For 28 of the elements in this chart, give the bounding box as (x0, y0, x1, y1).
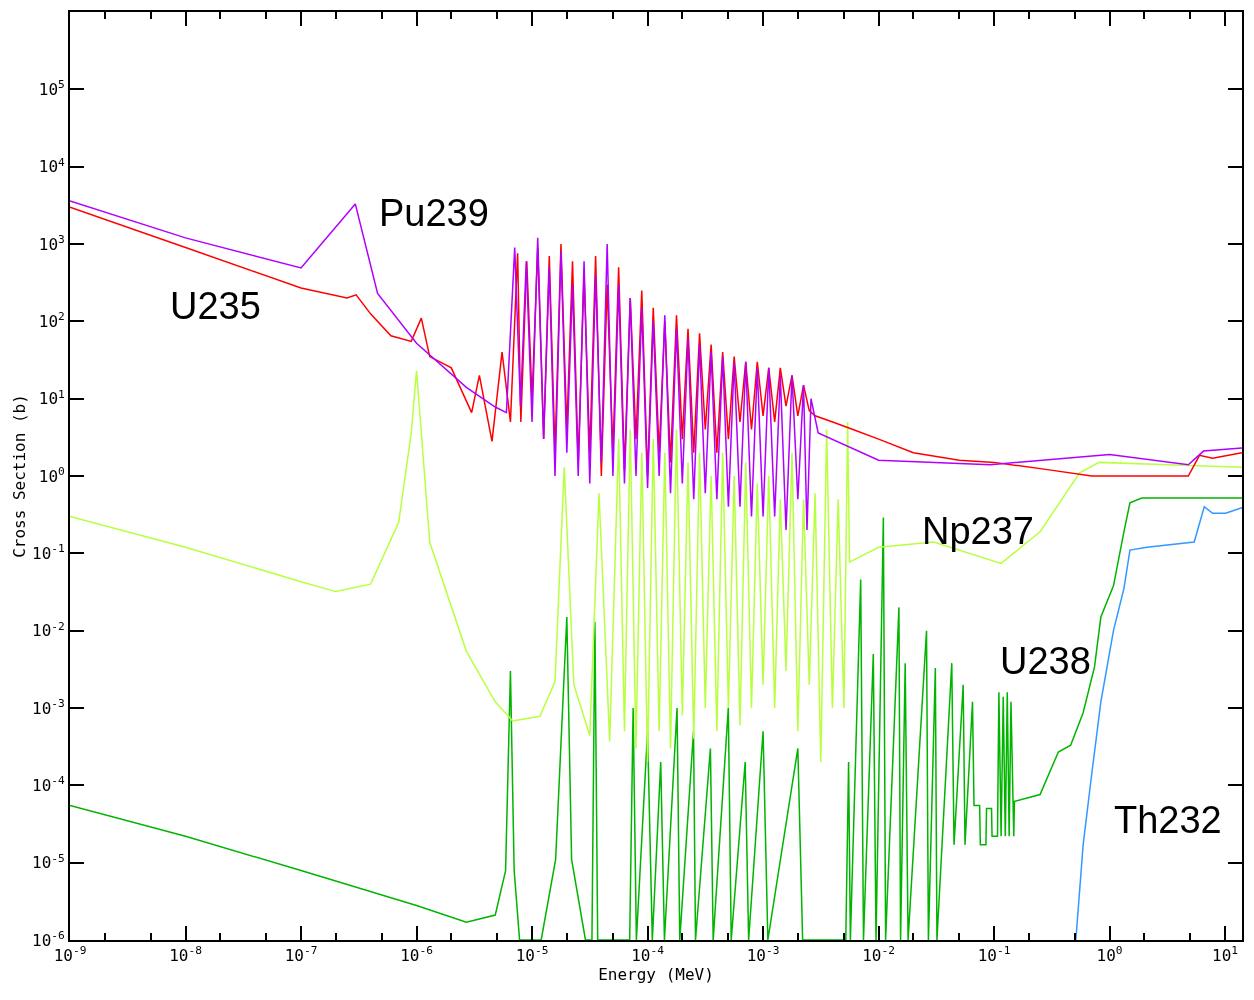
x-tick-label: 10$^{-7}$ (284, 944, 318, 966)
x-tick-label: 10$^{-2}$ (862, 944, 895, 966)
x-tick-label: 10$^{-8}$ (169, 944, 203, 966)
x-tick-label: 10$^{1}$ (1212, 944, 1239, 966)
x-tick-label: 10$^{-3}$ (746, 944, 780, 966)
x-tick-label: 10$^{-4}$ (631, 944, 665, 966)
series-label: Pu239 (379, 192, 489, 234)
x-axis-title: Energy (MeV) (598, 965, 714, 985)
y-tick-label: 10$^{-1}$ (32, 542, 65, 563)
series-label: Np237 (922, 510, 1034, 552)
y-tick-label: 10$^{0}$ (38, 464, 66, 486)
series-label: U238 (1000, 640, 1091, 682)
x-tick-label: 10$^{-6}$ (400, 944, 434, 966)
y-axis-title: Cross Section (b) (10, 394, 30, 558)
x-tick-label: 10$^{0}$ (1096, 944, 1123, 966)
y-tick-label: 10$^{2}$ (38, 310, 65, 331)
y-tick-label: 10$^{3}$ (38, 232, 65, 254)
series-label: U235 (170, 285, 261, 327)
x-tick-label: 10$^{-5}$ (515, 944, 549, 966)
y-tick-label: 10$^{-2}$ (32, 619, 65, 641)
x-tick-label: 10$^{-1}$ (977, 944, 1011, 966)
y-tick-label: 10$^{-4}$ (32, 774, 66, 795)
y-tick-label: 10$^{-3}$ (32, 696, 65, 718)
y-tick-label: 10$^{5}$ (38, 78, 65, 99)
y-tick-label: 10$^{4}$ (38, 155, 66, 177)
y-tick-label: 10$^{1}$ (38, 387, 65, 409)
y-tick-label: 10$^{-5}$ (32, 851, 65, 873)
series-label: Th232 (1114, 799, 1222, 841)
